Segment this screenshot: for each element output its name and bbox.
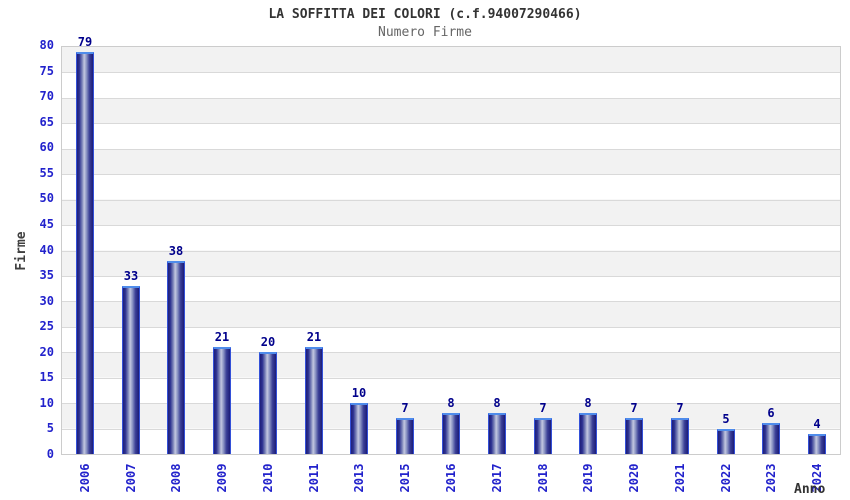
- bar-value-label-2021: 7: [676, 401, 684, 415]
- bar-value-label-2024: 4: [813, 417, 821, 431]
- gridline-35: [62, 276, 840, 277]
- x-axis-title: Anno: [794, 482, 826, 497]
- x-tick-label-2006: 2006: [78, 463, 92, 493]
- bar-value-label-2020: 7: [630, 401, 638, 415]
- y-tick-label-65: 65: [39, 114, 54, 129]
- bar-2019: [579, 413, 597, 454]
- y-tick-label-80: 80: [39, 38, 54, 52]
- y-tick-label-30: 30: [39, 293, 54, 308]
- x-tick-label-2011: 2011: [307, 463, 321, 493]
- y-tick-label-70: 70: [39, 89, 54, 104]
- gridline-30: [62, 301, 840, 302]
- bar-value-label-2019: 8: [584, 396, 592, 410]
- x-tick-label-2018: 2018: [536, 463, 550, 493]
- y-tick-label-50: 50: [39, 191, 54, 206]
- bar-2008: [167, 261, 185, 454]
- bar-2007: [122, 286, 140, 454]
- x-tick-label-2016: 2016: [444, 463, 458, 493]
- gridline-70: [62, 98, 840, 99]
- gridline-40: [62, 251, 840, 252]
- bar-value-label-2013: 10: [351, 386, 367, 400]
- gridline-55: [62, 174, 840, 175]
- bar-value-label-2007: 33: [123, 269, 139, 283]
- x-tick-label-2019: 2019: [581, 463, 595, 493]
- gridline-60: [62, 149, 840, 150]
- bar-2024: [808, 434, 826, 454]
- gridline-65: [62, 123, 840, 124]
- y-tick-label-75: 75: [39, 63, 54, 78]
- gridline-50: [62, 200, 840, 201]
- y-tick-label-35: 35: [39, 268, 54, 283]
- x-tick-label-2023: 2023: [764, 463, 778, 493]
- bar-2022: [717, 429, 735, 454]
- plot-area: 79 33 38 21 20 21 10 7 8 8 7 8 7 7 5 6 4: [61, 36, 841, 455]
- bar-2009: [213, 347, 231, 454]
- bar-2013: [350, 403, 368, 454]
- bar-value-label-2008: 38: [168, 244, 184, 258]
- y-tick-label-40: 40: [39, 242, 54, 257]
- x-tick-label-2020: 2020: [627, 463, 641, 493]
- bar-value-label-2015: 7: [401, 401, 409, 415]
- y-tick-label-15: 15: [39, 370, 54, 385]
- bar-value-label-2011: 21: [306, 330, 322, 344]
- x-tick-label-2015: 2015: [398, 463, 412, 493]
- bar-value-label-2023: 6: [767, 406, 775, 420]
- bar-value-label-2010: 20: [260, 335, 276, 349]
- bar-value-label-2016: 8: [447, 396, 455, 410]
- gridline-20: [62, 352, 840, 353]
- bar-2020: [625, 418, 643, 454]
- gridline-45: [62, 225, 840, 226]
- x-tick-label-2022: 2022: [719, 463, 733, 493]
- bar-2015: [396, 418, 414, 454]
- bar-value-label-2009: 21: [214, 330, 230, 344]
- y-tick-label-45: 45: [39, 216, 54, 231]
- bar-value-label-2017: 8: [493, 396, 501, 410]
- x-tick-label-2013: 2013: [352, 463, 366, 493]
- bar-value-label-2006: 79: [77, 35, 93, 49]
- bar-2018: [534, 418, 552, 454]
- x-tick-label-2021: 2021: [673, 463, 687, 493]
- gridline-10: [62, 403, 840, 404]
- x-tick-label-2017: 2017: [490, 463, 504, 493]
- bar-2023: [762, 423, 780, 454]
- y-tick-label-0: 0: [46, 447, 54, 461]
- bar-2010: [259, 352, 277, 454]
- y-tick-label-10: 10: [39, 395, 54, 410]
- bar-2016: [442, 413, 460, 454]
- bar-2011: [305, 347, 323, 454]
- gridline-15: [62, 378, 840, 379]
- bar-value-label-2022: 5: [722, 412, 730, 426]
- bar-2017: [488, 413, 506, 454]
- chart-title: LA SOFFITTA DEI COLORI (c.f.94007290466): [268, 7, 582, 22]
- gridline-25: [62, 327, 840, 328]
- x-tick-label-2007: 2007: [124, 463, 138, 493]
- y-tick-label-20: 20: [39, 344, 54, 359]
- y-tick-label-60: 60: [39, 140, 54, 155]
- chart-subtitle: Numero Firme: [378, 25, 472, 40]
- y-tick-label-5: 5: [46, 421, 54, 436]
- x-tick-label-2008: 2008: [169, 463, 183, 493]
- y-tick-label-55: 55: [39, 165, 54, 180]
- gridline-75: [62, 72, 840, 73]
- x-tick-label-2009: 2009: [215, 463, 229, 493]
- x-tick-label-2010: 2010: [261, 463, 275, 493]
- bar-2021: [671, 418, 689, 454]
- bar-value-label-2018: 7: [539, 401, 547, 415]
- y-tick-label-25: 25: [39, 319, 54, 334]
- bar-2006: [76, 52, 94, 454]
